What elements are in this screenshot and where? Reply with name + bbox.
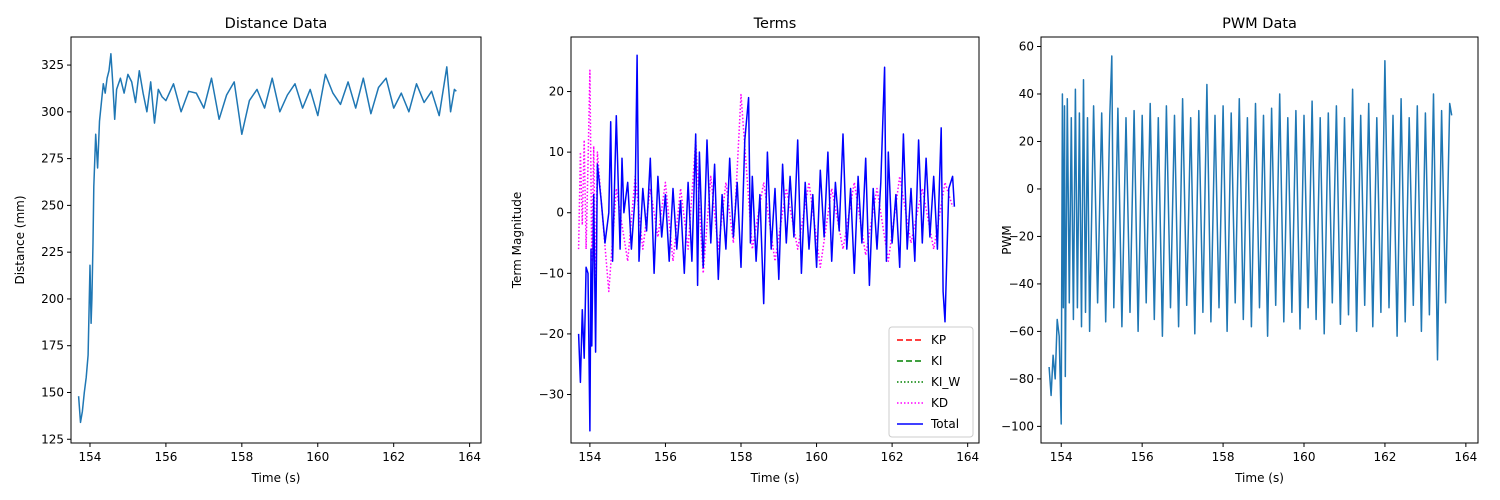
x-axis-label: Time (s): [1234, 471, 1284, 485]
y-tick-label: 0: [1026, 182, 1034, 196]
x-tick-label: 158: [230, 450, 253, 464]
chart-title: Terms: [753, 16, 797, 32]
y-tick-label: −20: [1009, 229, 1034, 243]
x-tick-label: 154: [79, 450, 102, 464]
y-tick-label: 10: [549, 145, 564, 159]
y-tick-label: 20: [549, 85, 564, 99]
x-axis-label: Time (s): [750, 471, 800, 485]
x-tick-label: 154: [1050, 450, 1073, 464]
y-tick-label: −60: [1009, 324, 1034, 338]
x-tick-label: 164: [458, 450, 481, 464]
legend-label: Total: [930, 417, 959, 431]
y-tick-label: −80: [1009, 372, 1034, 386]
x-tick-label: 160: [306, 450, 329, 464]
legend-label: KD: [931, 396, 948, 410]
plot-frame: [70, 36, 482, 444]
legend-label: KP: [931, 333, 946, 347]
x-tick-label: 162: [1373, 450, 1396, 464]
y-tick-label: 40: [1019, 87, 1034, 101]
y-axis-label: Term Magnitude: [510, 192, 524, 289]
x-tick-label: 156: [154, 450, 177, 464]
y-tick-label: 200: [41, 292, 64, 306]
plot-frame: [1040, 36, 1479, 444]
chart-panel-2: 154 156 158 160 162 164 −100 −80 −60 −40 −20 0 20 40 6…: [1000, 16, 1479, 485]
y-axis-label: PWM: [1000, 225, 1014, 254]
x-tick-label: 162: [881, 450, 904, 464]
x-tick-label: 160: [805, 450, 828, 464]
legend-box: [888, 326, 974, 438]
x-axis-label: Time (s): [251, 471, 301, 485]
x-tick-label: 164: [1454, 450, 1477, 464]
y-tick-label: −40: [1009, 277, 1034, 291]
y-tick-label: 325: [41, 58, 64, 72]
y-tick-label: 125: [41, 432, 64, 446]
y-tick-label: 150: [41, 385, 64, 399]
legend-label: KI: [931, 354, 942, 368]
x-tick-label: 162: [382, 450, 405, 464]
legend-label: KI_W: [931, 375, 960, 389]
y-tick-label: 225: [41, 245, 64, 259]
series-line-total: [577, 54, 956, 432]
x-tick-label: 158: [1212, 450, 1235, 464]
y-tick-label: 275: [41, 152, 64, 166]
y-tick-label: 250: [41, 198, 64, 212]
chart-panel-1: 154 156 158 160 162 164 −30 −20 −10 0 10 20 Terms Tim…: [510, 16, 980, 485]
y-axis-label: Distance (mm): [13, 195, 27, 284]
y-tick-label: 60: [1019, 39, 1034, 53]
x-tick-label: 160: [1293, 450, 1316, 464]
x-tick-label: 164: [956, 450, 979, 464]
y-tick-label: −30: [539, 388, 564, 402]
chart-title: PWM Data: [1222, 16, 1297, 32]
y-tick-label: 175: [41, 339, 64, 353]
chart-panel-0: 154 156 158 160 162 164 125 150 175 200 225 250 275 3…: [13, 16, 482, 485]
y-tick-label: −20: [539, 327, 564, 341]
y-tick-label: 20: [1019, 134, 1034, 148]
legend: KP KI KI_W KD Total: [888, 326, 974, 438]
series-line-0: [1048, 55, 1453, 425]
x-tick-label: 156: [1131, 450, 1154, 464]
x-tick-label: 156: [654, 450, 677, 464]
y-tick-label: 0: [556, 206, 564, 220]
chart-title: Distance Data: [225, 16, 328, 32]
x-tick-label: 154: [578, 450, 601, 464]
series-line-0: [77, 53, 457, 424]
y-tick-label: −100: [1001, 419, 1034, 433]
plot-frame: [570, 36, 980, 444]
x-tick-label: 158: [730, 450, 753, 464]
y-tick-label: 300: [41, 105, 64, 119]
y-tick-label: −10: [539, 266, 564, 280]
